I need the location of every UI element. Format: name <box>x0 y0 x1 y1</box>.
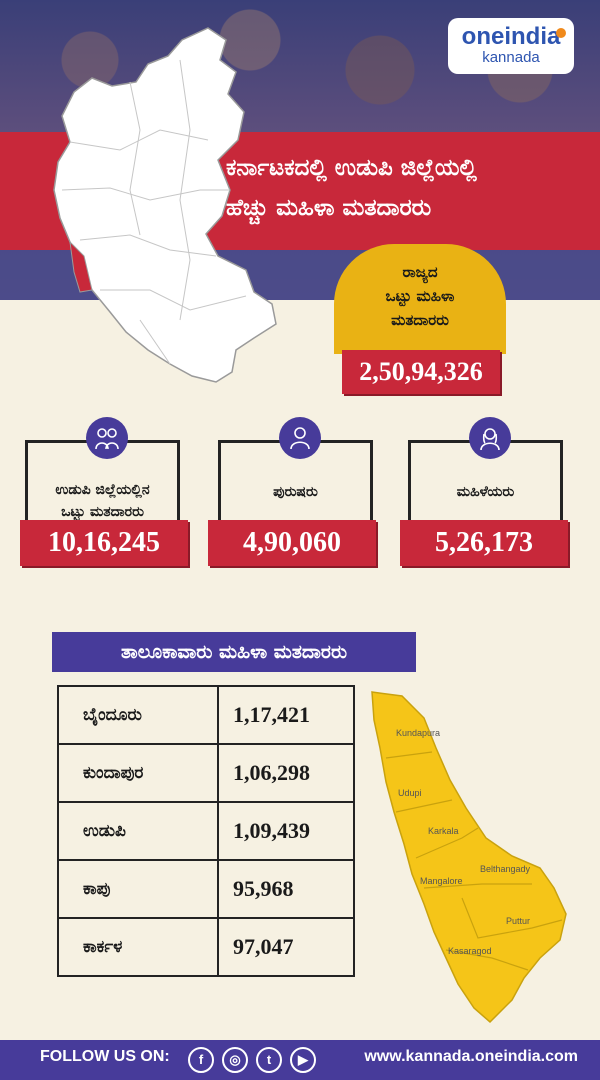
state-total-value: 2,50,94,326 <box>342 350 500 394</box>
karnataka-map <box>53 27 277 383</box>
taluk-value: 1,17,421 <box>217 685 355 745</box>
headline-line-2: ಹೆಚ್ಚು ಮಹಿಳಾ ಮತದಾರರು <box>226 195 432 221</box>
oneindia-logo[interactable]: oneindia kannada <box>448 18 574 74</box>
taluk-value: 95,968 <box>217 859 355 919</box>
map-label: Kasaragod <box>448 946 492 956</box>
youtube-icon[interactable]: ▶ <box>290 1047 316 1073</box>
table-row: ಕಾಪು 95,968 <box>57 859 355 919</box>
state-total-label: ರಾಜ್ಯದ ಒಟ್ಟು ಮಹಿಳಾ ಮತದಾರರು <box>334 244 506 354</box>
map-label: Kundapura <box>396 728 440 738</box>
taluk-heading: ತಾಲೂಕಾವಾರು ಮಹಿಳಾ ಮತದಾರರು <box>44 632 416 680</box>
taluk-table: ಬೈಂದೂರು 1,17,421 ಕುಂದಾಪುರ 1,06,298 ಉಡುಪಿ 1,… <box>57 685 355 977</box>
social-icons: f ◎ t ▶ <box>188 1047 316 1073</box>
taluk-value: 1,09,439 <box>217 801 355 861</box>
map-label: Puttur <box>506 916 530 926</box>
twitter-icon[interactable]: t <box>256 1047 282 1073</box>
state-total-line-3: ಮತದಾರರು <box>391 311 449 329</box>
state-total-line-1: ರಾಜ್ಯದ <box>402 263 438 281</box>
logo-text: oneindia <box>461 23 561 50</box>
card-women: ಮಹಿಳೆಯರು <box>408 417 563 535</box>
group-icon <box>86 417 128 459</box>
card-total-voters-value: 10,16,245 <box>20 520 188 566</box>
website-link[interactable]: www.kannada.oneindia.com <box>364 1048 578 1065</box>
state-total-line-2: ಒಟ್ಟು ಮಹಿಳಾ <box>385 287 455 305</box>
instagram-icon[interactable]: ◎ <box>222 1047 248 1073</box>
woman-icon <box>469 417 511 459</box>
card-label-line-1: ಉಡುಪಿ ಜಿಲ್ಲೆಯಲ್ಲಿನ <box>55 482 150 498</box>
map-label: Karkala <box>428 826 459 836</box>
map-label: Belthangady <box>480 864 531 874</box>
table-row: ಉಡುಪಿ 1,09,439 <box>57 801 355 861</box>
flag-icon <box>556 28 566 38</box>
map-label: Udupi <box>398 788 422 798</box>
taluk-name: ಉಡುಪಿ <box>57 801 219 861</box>
table-row: ಕುಂದಾಪುರ 1,06,298 <box>57 743 355 803</box>
logo-subtext: kannada <box>482 49 540 66</box>
taluk-value: 1,06,298 <box>217 743 355 803</box>
udupi-highlight <box>69 240 93 293</box>
card-label: ಮಹಿಳೆಯರು <box>456 484 515 500</box>
udupi-region-map: Kundapura Udupi Karkala Mangalore Beltha… <box>371 691 567 1024</box>
footer: FOLLOW US ON: f ◎ t ▶ www.kannada.oneind… <box>0 1040 600 1080</box>
taluk-name: ಕುಂದಾಪುರ <box>57 743 219 803</box>
facebook-icon[interactable]: f <box>188 1047 214 1073</box>
table-row: ಬೈಂದೂರು 1,17,421 <box>57 685 355 745</box>
follow-label: FOLLOW US ON: <box>40 1048 170 1065</box>
headline: ಕರ್ನಾಟಕದಲ್ಲಿ ಉಡುಪಿ ಜಿಲ್ಲೆಯಲ್ಲಿ ಹೆಚ್ಚು ಮಹ… <box>226 148 586 228</box>
card-label: ಪುರುಷರು <box>273 484 318 500</box>
taluk-name: ಕಾರ್ಕಳ <box>57 917 219 977</box>
taluk-name: ಕಾಪು <box>57 859 219 919</box>
headline-line-1: ಕರ್ನಾಟಕದಲ್ಲಿ ಉಡುಪಿ ಜಿಲ್ಲೆಯಲ್ಲಿ <box>226 155 477 181</box>
card-label-line-2: ಒಟ್ಟು ಮತದಾರರು <box>61 504 144 520</box>
card-men-value: 4,90,060 <box>208 520 376 566</box>
card-women-value: 5,26,173 <box>400 520 568 566</box>
taluk-name: ಬೈಂದೂರು <box>57 685 219 745</box>
map-label: Mangalore <box>420 876 463 886</box>
man-icon <box>279 417 321 459</box>
table-row: ಕಾರ್ಕಳ 97,047 <box>57 917 355 977</box>
taluk-value: 97,047 <box>217 917 355 977</box>
